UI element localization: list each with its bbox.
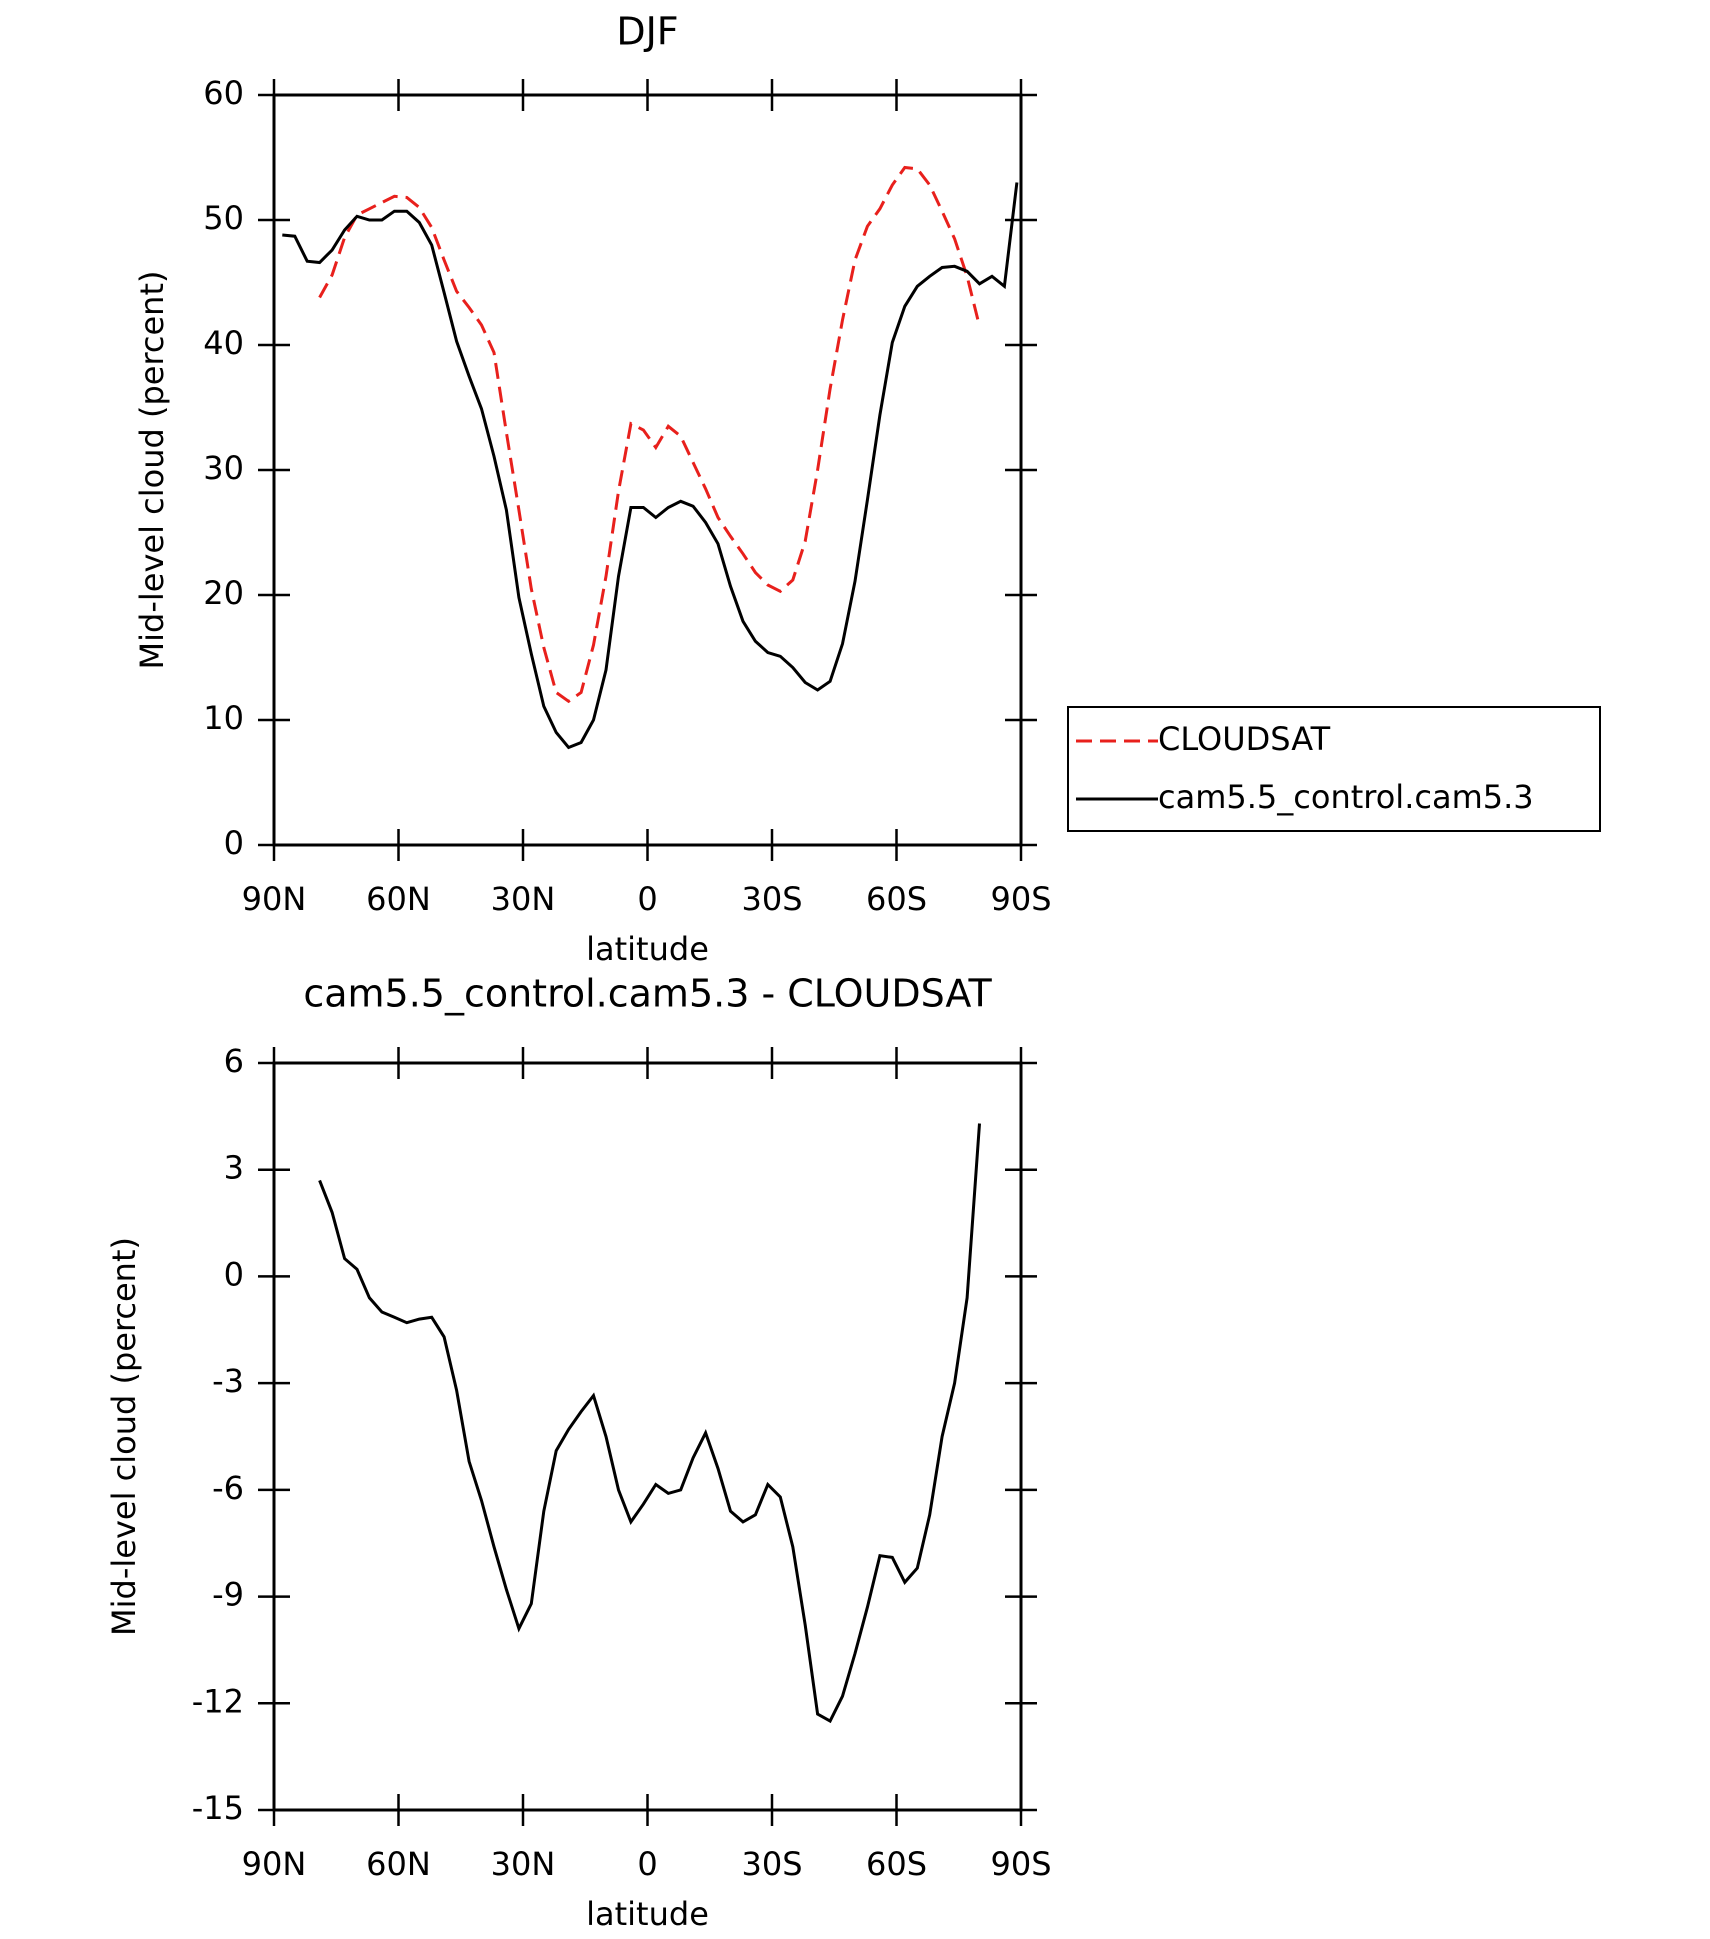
plot-frame — [272, 1061, 1023, 1812]
x-tick-label: 30S — [741, 880, 802, 918]
x-tick-label: 60N — [366, 1845, 431, 1883]
y-tick-label: 0 — [224, 824, 244, 862]
x-tick-label: 60S — [866, 1845, 927, 1883]
y-tick-label: 60 — [203, 74, 244, 112]
x-tick-label: 30S — [741, 1845, 802, 1883]
series-line — [318, 1123, 981, 1724]
y-tick-label: 40 — [203, 324, 244, 362]
y-tick-label: 3 — [224, 1149, 244, 1187]
y-tick-label: -6 — [212, 1469, 244, 1507]
legend-label: cam5.5_control.cam5.3 — [1158, 778, 1534, 816]
x-tick-label: 90S — [990, 1845, 1051, 1883]
y-tick-label: 30 — [203, 449, 244, 487]
y-tick-label: 50 — [203, 199, 244, 237]
x-tick-label: 0 — [637, 1845, 657, 1883]
x-tick-label: 60S — [866, 880, 927, 918]
chart-title: DJF — [616, 10, 678, 54]
x-tick-label: 0 — [637, 880, 657, 918]
x-tick-label: 90S — [990, 880, 1051, 918]
y-tick-label: 10 — [203, 699, 244, 737]
y-tick-label: 20 — [203, 574, 244, 612]
x-axis-label: latitude — [586, 930, 709, 968]
y-axis-label: Mid-level cloud (percent) — [133, 271, 171, 670]
y-tick-label: -12 — [192, 1682, 244, 1720]
y-tick-label: -3 — [212, 1362, 244, 1400]
x-tick-label: 90N — [242, 1845, 307, 1883]
x-tick-label: 30N — [491, 880, 556, 918]
y-tick-label: -15 — [192, 1789, 244, 1827]
x-axis-label: latitude — [586, 1895, 709, 1933]
chart-title: cam5.5_control.cam5.3 - CLOUDSAT — [303, 972, 992, 1016]
legend-label: CLOUDSAT — [1158, 720, 1331, 758]
x-tick-label: 90N — [242, 880, 307, 918]
series-line — [318, 165, 981, 704]
y-tick-label: 6 — [224, 1042, 244, 1080]
legend-box — [1067, 706, 1601, 832]
y-tick-label: -9 — [212, 1576, 244, 1614]
plot-frame — [272, 93, 1023, 847]
x-tick-label: 30N — [491, 1845, 556, 1883]
series-line — [282, 182, 1019, 750]
y-tick-label: 0 — [224, 1255, 244, 1293]
x-tick-label: 60N — [366, 880, 431, 918]
y-axis-label: Mid-level cloud (percent) — [105, 1237, 143, 1636]
